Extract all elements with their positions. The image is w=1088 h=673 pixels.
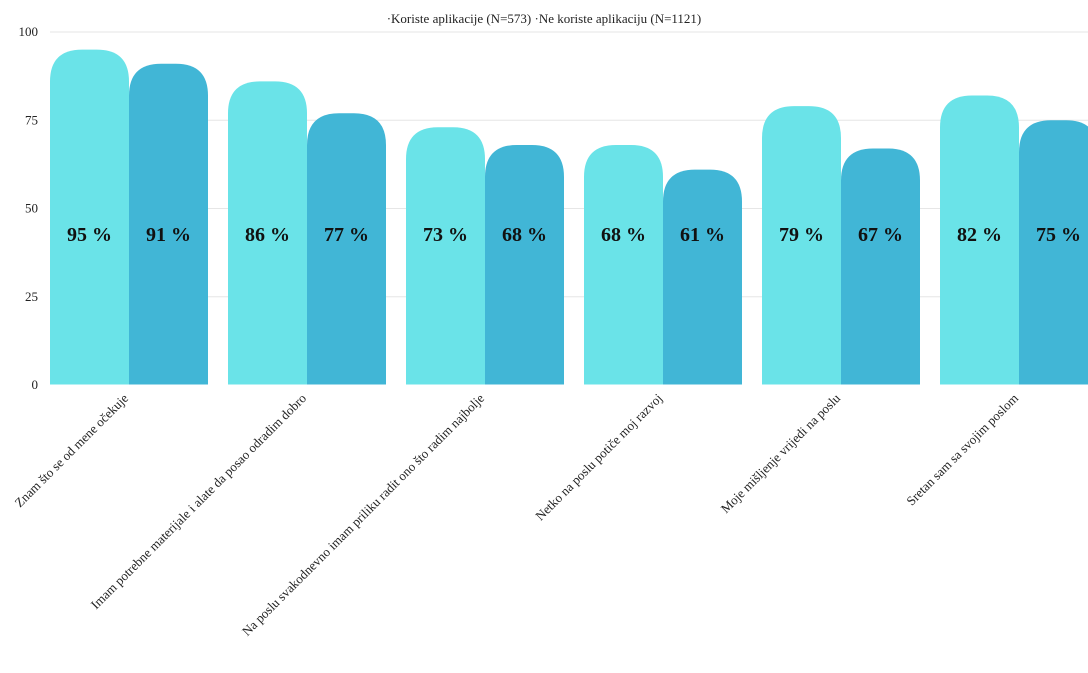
chart-legend: ·Koriste aplikacije (N=573) ·Ne koriste … [0, 11, 1088, 27]
bar-1-5[interactable] [762, 106, 841, 385]
bar-1-2[interactable] [228, 81, 307, 386]
bar-2-1[interactable] [129, 63, 208, 386]
legend-item-series-1[interactable]: ·Koriste aplikacije (N=573) [386, 11, 532, 26]
data-label-1-2: 86 % [245, 224, 290, 246]
legend-item-series-2[interactable]: ·Ne koriste aplikaciju (N=1121) [534, 11, 702, 26]
data-label-1-4: 68 % [601, 224, 646, 246]
data-label-2-2: 77 % [324, 224, 369, 246]
bar-1-4[interactable] [584, 144, 663, 385]
bar-1-6[interactable] [940, 95, 1019, 385]
x-tick-label-2: Imam potrebne materijale i alate da posa… [88, 391, 309, 612]
bar-2-3[interactable] [485, 144, 564, 385]
y-tick-label-100: 100 [19, 24, 39, 39]
data-label-1-3: 73 % [423, 224, 468, 246]
bar-1-3[interactable] [406, 127, 485, 385]
data-label-1-5: 79 % [779, 224, 824, 246]
data-label-2-5: 67 % [858, 224, 903, 246]
bar-2-6[interactable] [1019, 120, 1088, 385]
bar-2-5[interactable] [841, 148, 920, 385]
y-tick-label-50: 50 [25, 201, 38, 216]
data-label-2-1: 91 % [146, 224, 191, 246]
data-label-2-4: 61 % [680, 224, 725, 246]
data-label-1-1: 95 % [67, 224, 112, 246]
data-label-2-3: 68 % [502, 224, 547, 246]
y-tick-label-75: 75 [25, 112, 38, 127]
x-tick-label-5: Moje mišljenje vrijedi na poslu [718, 390, 844, 516]
data-label-2-6: 75 % [1036, 224, 1081, 246]
x-tick-label-1: Znam što se od mene očekuje [12, 390, 132, 510]
bar-2-4[interactable] [663, 169, 742, 385]
x-tick-label-4: Netko na poslu potiče moj razvoj [532, 391, 665, 524]
y-tick-label-0: 0 [32, 377, 39, 392]
bar-1-1[interactable] [50, 49, 129, 386]
y-tick-label-25: 25 [25, 289, 38, 304]
data-label-1-6: 82 % [957, 224, 1002, 246]
x-tick-label-6: Sretan sam sa svojim poslom [903, 391, 1021, 509]
bar-2-2[interactable] [307, 113, 386, 385]
